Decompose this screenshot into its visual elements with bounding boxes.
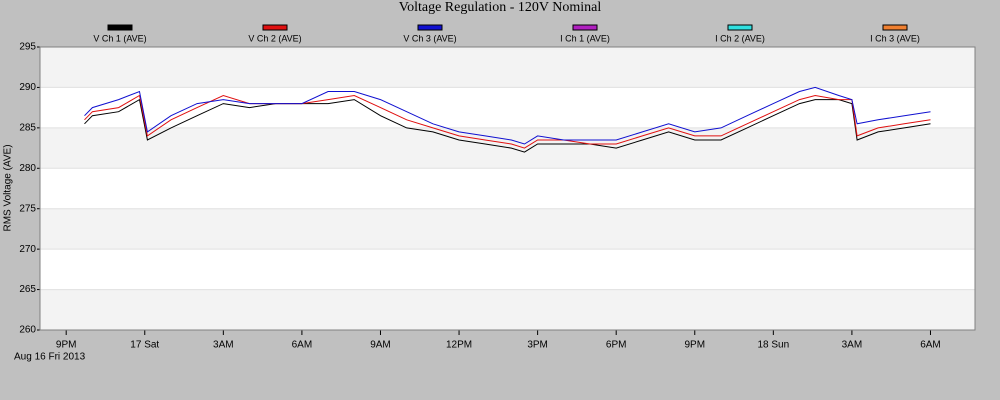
legend-swatch bbox=[727, 24, 753, 31]
plot-area bbox=[40, 47, 975, 330]
x-tick-label: 3AM bbox=[213, 340, 234, 351]
legend-label: I Ch 1 (AVE) bbox=[560, 33, 610, 43]
y-tick-label: 285 bbox=[19, 122, 36, 133]
x-tick-label: 18 Sun bbox=[757, 340, 789, 351]
y-tick-label: 290 bbox=[19, 82, 36, 93]
x-tick-label: 6AM bbox=[920, 340, 941, 351]
x-tick-label: 17 Sat bbox=[130, 340, 159, 351]
legend-label: V Ch 2 (AVE) bbox=[248, 33, 301, 43]
series-line bbox=[84, 86, 931, 145]
legend-swatch bbox=[262, 24, 288, 31]
x-tick-label: 9AM bbox=[370, 340, 391, 351]
y-tick-label: 280 bbox=[19, 163, 36, 174]
x-tick-label: 9PM bbox=[684, 340, 705, 351]
band bbox=[40, 127, 975, 169]
y-tick-label: 265 bbox=[19, 284, 36, 295]
x-tick-label: 6PM bbox=[606, 340, 627, 351]
legend-label: I Ch 2 (AVE) bbox=[715, 33, 765, 43]
legend-swatch bbox=[107, 24, 133, 31]
band bbox=[40, 208, 975, 250]
y-axis-label: RMS Voltage (AVE) bbox=[3, 144, 14, 231]
legend-swatch bbox=[417, 24, 443, 31]
x-tick-label: 6AM bbox=[292, 340, 313, 351]
x-tick-label: 9PM bbox=[56, 340, 77, 351]
legend-label: V Ch 1 (AVE) bbox=[93, 33, 146, 43]
legend-label: V Ch 3 (AVE) bbox=[403, 33, 456, 43]
band bbox=[40, 47, 975, 88]
band bbox=[40, 289, 975, 330]
x-tick-label: 3PM bbox=[527, 340, 548, 351]
y-tick-label: 260 bbox=[19, 325, 36, 336]
date-label: Aug 16 Fri 2013 bbox=[14, 352, 86, 363]
series-line bbox=[84, 98, 931, 153]
legend-swatch bbox=[882, 24, 908, 31]
y-tick-label: 295 bbox=[19, 42, 36, 53]
x-tick-label: 12PM bbox=[446, 340, 472, 351]
y-tick-label: 270 bbox=[19, 244, 36, 255]
legend-label: I Ch 3 (AVE) bbox=[870, 33, 920, 43]
plot-border bbox=[39, 46, 976, 331]
y-tick-label: 275 bbox=[19, 203, 36, 214]
series-line bbox=[84, 94, 931, 149]
legend-swatch bbox=[572, 24, 598, 31]
chart-title: Voltage Regulation - 120V Nominal bbox=[399, 0, 602, 15]
x-tick-label: 3AM bbox=[842, 340, 863, 351]
